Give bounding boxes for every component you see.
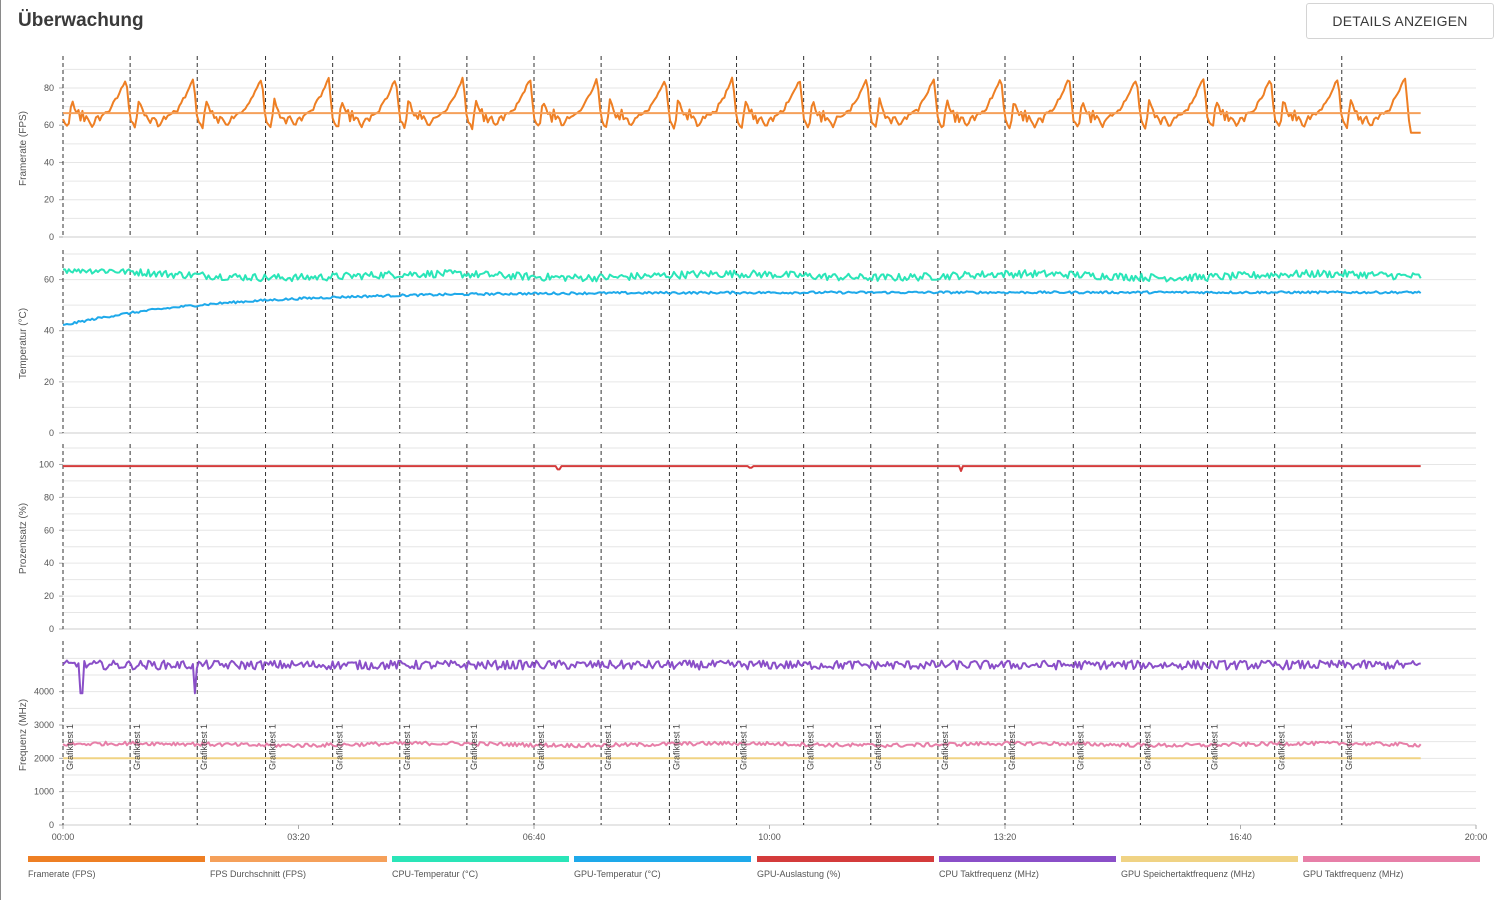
x-tick-label: 00:00 [52,832,75,842]
window-edge [0,0,1,900]
legend-swatch-gpu_temp [574,856,751,862]
legend-swatch-gpu_clock [1303,856,1480,862]
y-tick-label: 20 [44,377,54,387]
test-marker-label: Grafiktest 1 [1210,724,1220,770]
test-marker-label: Grafiktest 1 [65,724,75,770]
x-tick-label: 16:40 [1229,832,1252,842]
y-tick-label: 80 [44,492,54,502]
chart-panel-3: 0 20 40 60 80 100 Prozentsatz (%) [18,444,1476,634]
legend-label-framerate: Framerate (FPS) [28,869,96,879]
y-tick-label: 3000 [34,720,54,730]
x-tick-label: 20:00 [1465,832,1488,842]
x-tick-label: 10:00 [758,832,781,842]
legend-label-cpu_temp: CPU-Temperatur (°C) [392,869,478,879]
test-marker-label: Grafiktest 1 [873,724,883,770]
y-tick-label: 60 [44,525,54,535]
y-axis-label: Framerate (FPS) [18,111,29,186]
series-line-cpu_temp [62,268,1422,283]
y-tick-label: 0 [49,232,54,242]
test-marker-label: Grafiktest 1 [1344,724,1354,770]
y-tick-label: 60 [44,120,54,130]
details-button[interactable]: DETAILS ANZEIGEN [1306,3,1494,39]
series-line-framerate [62,76,1421,134]
y-tick-label: 40 [44,326,54,336]
chart-panel-2: 0 20 40 60 Temperatur (°C) [18,250,1476,438]
test-marker-label: Grafiktest 1 [671,724,681,770]
test-marker-label: Grafiktest 1 [603,724,613,770]
legend-label-cpu_clock: CPU Taktfrequenz (MHz) [939,869,1039,879]
test-marker-label: Grafiktest 1 [940,724,950,770]
y-tick-label: 0 [49,428,54,438]
x-tick-label: 06:40 [523,832,546,842]
y-axis-label: Temperatur (°C) [18,308,29,379]
test-marker-label: Grafiktest 1 [469,724,479,770]
y-tick-label: 40 [44,558,54,568]
y-tick-label: 20 [44,591,54,601]
y-tick-label: 20 [44,195,54,205]
page-title: Überwachung [18,10,144,31]
test-marker-label: Grafiktest 1 [1142,724,1152,770]
test-marker-label: Grafiktest 1 [536,724,546,770]
y-tick-label: 1000 [34,787,54,797]
y-tick-label: 0 [49,624,54,634]
y-tick-label: 80 [44,83,54,93]
y-axis-label: Prozentsatz (%) [18,503,29,574]
y-axis-label: Frequenz (MHz) [18,699,29,771]
legend-label-gpu_temp: GPU-Temperatur (°C) [574,869,661,879]
legend-swatch-gpu_mem_clock [1121,856,1298,862]
series-line-gpu_temp [62,290,1422,326]
legend-label-gpu_clock: GPU Taktfrequenz (MHz) [1303,869,1403,879]
legend-swatch-cpu_clock [939,856,1116,862]
y-tick-label: 0 [49,820,54,830]
legend-label-gpu_util: GPU-Auslastung (%) [757,869,841,879]
y-tick-label: 40 [44,157,54,167]
test-marker-label: Grafiktest 1 [199,724,209,770]
legend-swatch-fps_avg [210,856,387,862]
x-tick-label: 13:20 [994,832,1017,842]
y-tick-label: 100 [39,459,54,469]
chart-panel-4: 0 1000 2000 3000 4000 Frequenz (MHz) Grafiktes… [18,641,1476,830]
test-marker-label: Grafiktest 1 [1007,724,1017,770]
test-marker-label: Grafiktest 1 [268,724,278,770]
test-marker-label: Grafiktest 1 [1277,724,1287,770]
legend-swatch-framerate [28,856,205,862]
legend-label-gpu_mem_clock: GPU Speichertaktfrequenz (MHz) [1121,869,1255,879]
x-tick-label: 03:20 [287,832,310,842]
y-tick-label: 4000 [34,687,54,697]
legend-swatch-cpu_temp [392,856,569,862]
test-marker-label: Grafiktest 1 [806,724,816,770]
test-marker-label: Grafiktest 1 [1075,724,1085,770]
test-marker-label: Grafiktest 1 [402,724,412,770]
series-line-gpu_util [63,465,1421,472]
chart-panel-1: 0 20 40 60 80 Framerate (FPS) [18,56,1476,242]
legend-swatch-gpu_util [757,856,934,862]
test-marker-label: Grafiktest 1 [132,724,142,770]
legend-label-fps_avg: FPS Durchschnitt (FPS) [210,869,306,879]
test-marker-label: Grafiktest 1 [335,724,345,770]
series-line-gpu_clock [62,740,1422,749]
series-line-cpu_clock [62,659,1421,695]
test-marker-label: Grafiktest 1 [739,724,749,770]
y-tick-label: 60 [44,275,54,285]
y-tick-label: 2000 [34,753,54,763]
